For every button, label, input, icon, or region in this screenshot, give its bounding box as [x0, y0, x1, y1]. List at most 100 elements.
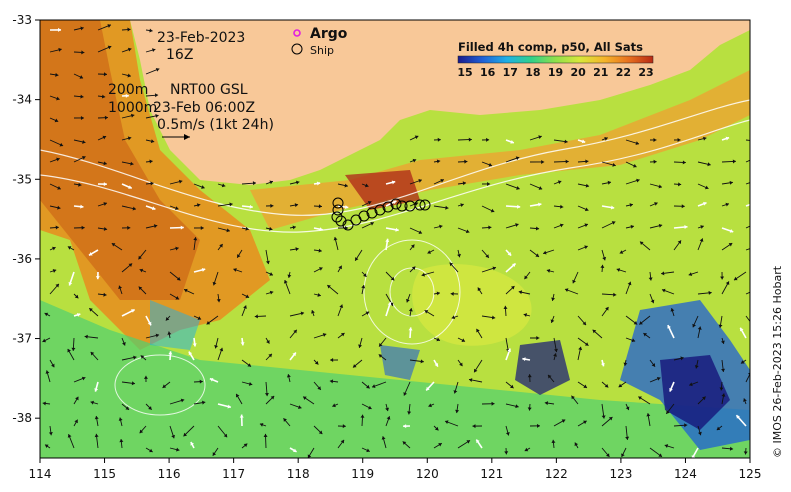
cloud-patch-mid [515, 340, 570, 395]
vector-head [468, 378, 473, 383]
vector-head [162, 384, 167, 388]
vector-head [168, 351, 173, 355]
ship-track [331, 197, 431, 231]
vector-head [104, 115, 108, 120]
vector-head [544, 401, 549, 406]
vector-head [318, 267, 323, 271]
vector-head [52, 269, 57, 273]
scale-label: 0.5m/s (1kt 24h) [157, 117, 274, 133]
cloud-patch-east [660, 355, 730, 430]
vector-head [80, 115, 84, 120]
vector-head [370, 221, 374, 226]
vector-head [248, 381, 253, 386]
vector-head [68, 282, 73, 286]
vector-head [55, 225, 59, 230]
vector-head [584, 207, 589, 212]
warm-core-west [40, 20, 200, 300]
colorbar-tick-label: 17 [503, 66, 518, 79]
vector-head [729, 446, 734, 451]
vector-head [366, 384, 370, 389]
vector-head [151, 206, 156, 211]
vector-head [421, 272, 426, 277]
vector-head [259, 422, 264, 427]
current-vector [745, 159, 750, 163]
vector-head [214, 344, 219, 349]
vector-head [269, 180, 273, 185]
vector-head [716, 426, 721, 431]
vector-head [651, 363, 656, 367]
vector-head [239, 414, 244, 418]
vector-head [176, 276, 181, 281]
vector-head [450, 291, 454, 296]
vector-head [605, 453, 610, 457]
vector-head [171, 434, 176, 439]
current-vector [745, 291, 750, 295]
vector-head [607, 180, 611, 185]
y-tick-label: -38 [12, 411, 32, 425]
vector-head [608, 416, 613, 421]
vector-head [283, 280, 288, 284]
vector-head [725, 136, 730, 141]
vector-head [155, 67, 160, 72]
vector-head [368, 405, 372, 410]
vector-head [459, 362, 463, 367]
vector-head [538, 135, 542, 140]
vector-head [269, 290, 274, 295]
vector-head [367, 200, 372, 205]
vector-head [143, 375, 148, 379]
vector-head [57, 205, 61, 210]
vector-head [379, 342, 383, 347]
vector-head [560, 204, 564, 209]
vector-head [729, 180, 733, 185]
eddy-contour-1 [363, 239, 461, 345]
vector-head [128, 263, 133, 267]
vector-head [613, 292, 617, 297]
vector-head [583, 384, 587, 388]
vector-head [546, 268, 551, 273]
ship-position-marker [331, 211, 343, 223]
vector-head [149, 159, 153, 164]
vector-head [578, 346, 583, 351]
vector-head [118, 285, 123, 290]
vector-head [338, 265, 342, 270]
vector-head [653, 159, 657, 164]
vector-head [681, 204, 685, 209]
vector-head [193, 237, 198, 241]
x-tick-label: 115 [93, 467, 116, 481]
vector-head [130, 113, 135, 118]
vector-head [245, 294, 250, 299]
vector-head [76, 312, 81, 317]
plot-frame [39, 19, 751, 459]
vector-head [445, 205, 449, 210]
ship-position-marker [414, 199, 426, 211]
vector-head [636, 178, 640, 183]
vector-head [165, 316, 170, 321]
x-tick-label: 124 [674, 467, 697, 481]
vector-head [732, 159, 736, 164]
vector-head [750, 323, 753, 327]
vector-head [536, 423, 541, 428]
vector-head [180, 398, 185, 403]
vector-head [81, 225, 85, 230]
vector-head [48, 432, 53, 436]
vector-head [287, 274, 292, 278]
vector-head [699, 238, 704, 242]
vector-head [472, 424, 476, 429]
vector-head [601, 415, 606, 419]
vector-head [329, 379, 334, 384]
vector-head [754, 245, 757, 249]
vector-head [183, 432, 188, 437]
vector-head [646, 413, 651, 417]
scale-arrow [162, 134, 190, 140]
vector-head [190, 442, 195, 446]
vector-head [503, 305, 508, 309]
vector-head [212, 281, 217, 286]
vector-head [524, 275, 528, 280]
vector-head [621, 453, 625, 457]
vector-head [298, 405, 302, 409]
vector-head [391, 180, 396, 185]
vector-head [656, 376, 661, 381]
vector-head [364, 183, 369, 188]
x-tick-label: 123 [609, 467, 632, 481]
vector-head [436, 337, 440, 342]
